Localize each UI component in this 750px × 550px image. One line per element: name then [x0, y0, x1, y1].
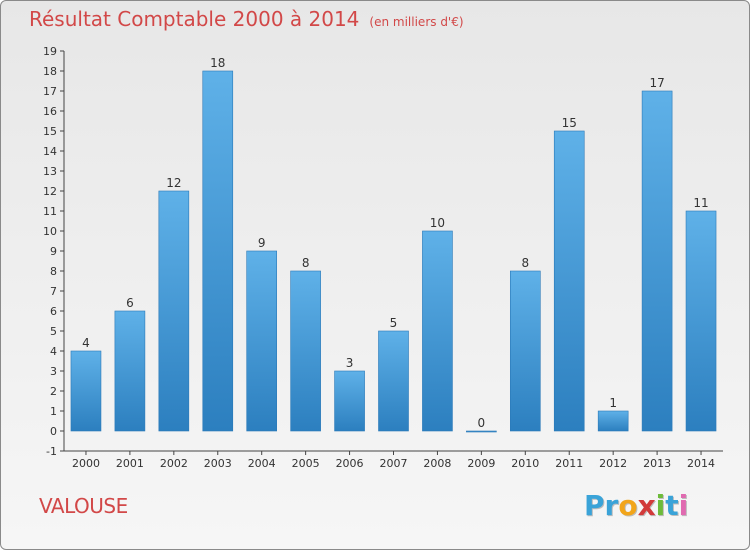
title-row: Résultat Comptable 2000 à 2014 (en millie… [29, 7, 464, 31]
x-tick-label: 2005 [292, 457, 320, 470]
x-tick-label: 2003 [204, 457, 232, 470]
commune-name: VALOUSE [39, 494, 128, 518]
bar [466, 430, 497, 433]
y-tick-label: 17 [43, 85, 57, 98]
data-label: 8 [302, 256, 310, 270]
y-tick-label: 7 [50, 285, 57, 298]
data-label: 0 [478, 416, 486, 430]
data-label: 10 [430, 216, 445, 230]
bar [641, 90, 673, 432]
x-tick-label: 2010 [511, 457, 539, 470]
y-tick-label: 0 [50, 425, 57, 438]
data-label: 3 [346, 356, 354, 370]
bar [597, 410, 629, 432]
x-tick-label: 2007 [380, 457, 408, 470]
x-tick-label: 2009 [467, 457, 495, 470]
logo-letter: x [637, 489, 656, 522]
x-tick-label: 2014 [687, 457, 715, 470]
data-label: 11 [693, 196, 708, 210]
data-label: 12 [166, 176, 181, 190]
bar [70, 350, 102, 432]
logo-letter: r [604, 489, 619, 522]
data-label: 4 [82, 336, 90, 350]
y-tick-label: 4 [50, 345, 57, 358]
logo-letter: o [618, 489, 638, 522]
y-tick-label: 14 [43, 145, 57, 158]
bar [334, 370, 365, 432]
x-tick-label: 2002 [160, 457, 188, 470]
data-label: 5 [390, 316, 398, 330]
logo-letter: P [584, 489, 605, 522]
y-tick-label: 15 [43, 125, 57, 138]
x-tick-label: 2004 [248, 457, 276, 470]
data-label: 17 [649, 76, 664, 90]
y-tick-label: -1 [46, 445, 57, 458]
y-tick-label: 11 [43, 205, 57, 218]
y-tick-label: 1 [50, 405, 57, 418]
bar [158, 190, 190, 432]
data-label: 9 [258, 236, 266, 250]
bar [685, 210, 717, 432]
y-tick-label: 16 [43, 105, 57, 118]
x-tick-label: 2011 [555, 457, 583, 470]
data-label: 15 [562, 116, 577, 130]
data-label: 6 [126, 296, 134, 310]
y-tick-label: 19 [43, 45, 57, 58]
bar [290, 270, 321, 432]
bar [553, 130, 585, 432]
data-label: 8 [521, 256, 529, 270]
y-tick-label: 12 [43, 185, 57, 198]
logo-letter: i [678, 489, 689, 522]
bar [422, 230, 453, 432]
chart-title: Résultat Comptable 2000 à 2014 [29, 7, 360, 31]
y-tick-label: 8 [50, 265, 57, 278]
x-tick-label: 2008 [423, 457, 451, 470]
y-tick-label: 10 [43, 225, 57, 238]
x-tick-label: 2001 [116, 457, 144, 470]
x-tick-label: 2006 [336, 457, 364, 470]
y-tick-label: 13 [43, 165, 57, 178]
data-label: 18 [210, 56, 225, 70]
y-tick-label: 9 [50, 245, 57, 258]
y-tick-label: 5 [50, 325, 57, 338]
x-tick-label: 2012 [599, 457, 627, 470]
bar [202, 70, 234, 432]
proxiti-logo[interactable]: Proxiti [584, 489, 688, 522]
y-tick-label: 18 [43, 65, 57, 78]
bar [246, 250, 277, 432]
y-tick-label: 2 [50, 385, 57, 398]
bar [509, 270, 541, 432]
bar [114, 310, 146, 432]
chart-subtitle: (en milliers d'€) [369, 15, 464, 29]
logo-letter: i [655, 489, 666, 522]
x-tick-label: 2013 [643, 457, 671, 470]
y-tick-label: 3 [50, 365, 57, 378]
logo-letter: t [665, 489, 679, 522]
data-label: 1 [609, 396, 617, 410]
y-tick-label: 6 [50, 305, 57, 318]
bar [378, 330, 409, 432]
x-tick-label: 2000 [72, 457, 100, 470]
